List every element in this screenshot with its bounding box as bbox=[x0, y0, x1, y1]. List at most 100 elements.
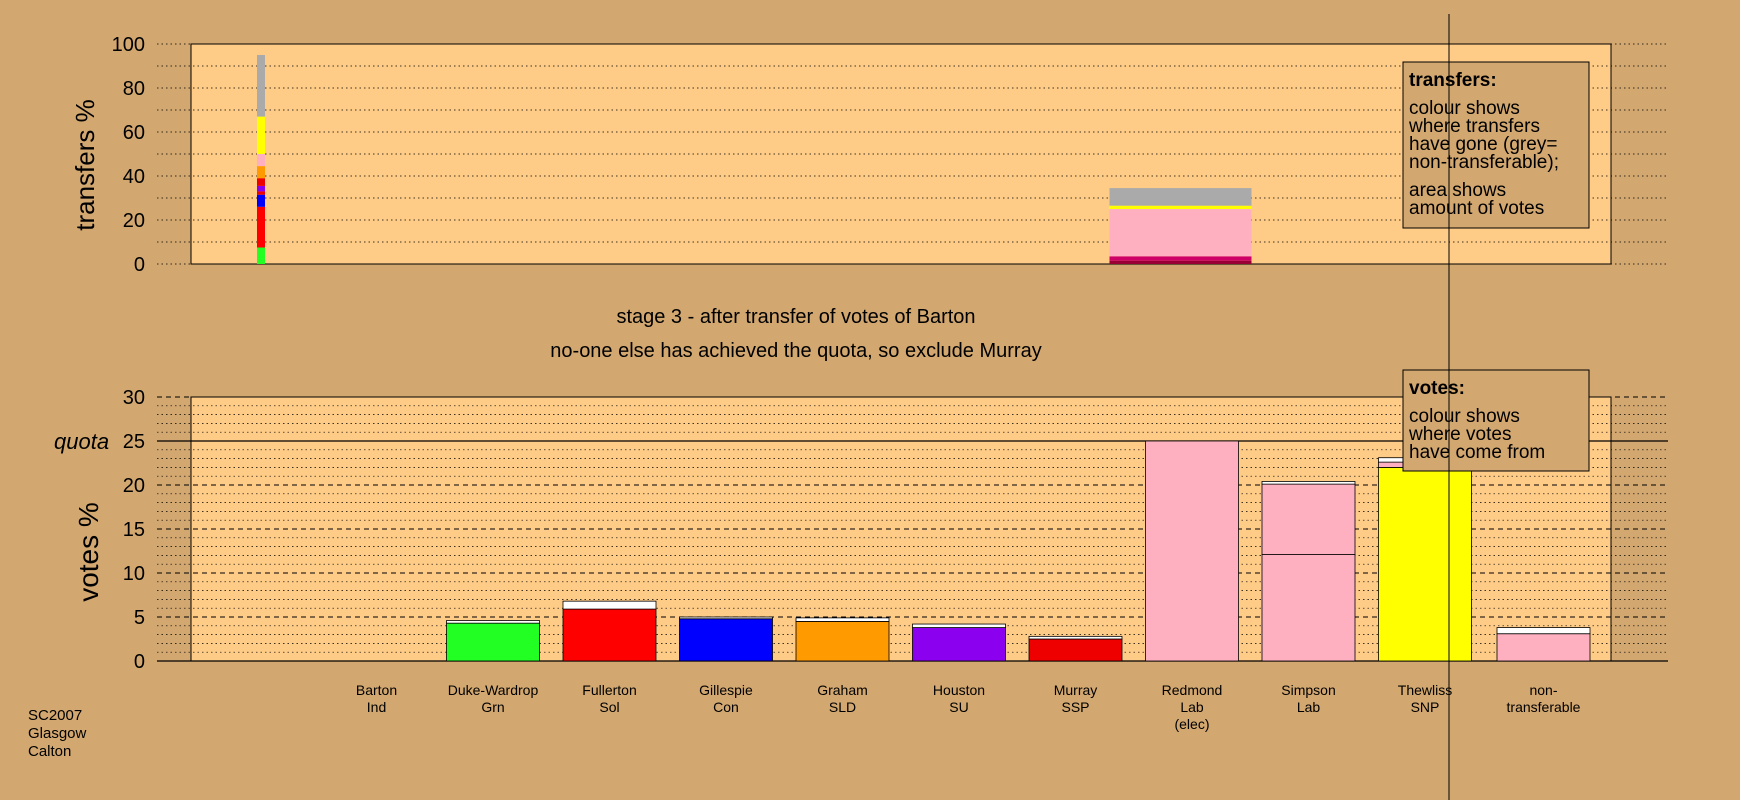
transfers-y-ticks: 0 20 40 60 80 100 bbox=[112, 34, 145, 276]
transfer-segment bbox=[1109, 188, 1252, 206]
candidate-party: Ind bbox=[367, 699, 386, 715]
candidate-name: Barton bbox=[356, 682, 397, 698]
votes-y-tick-label: 20 bbox=[123, 475, 145, 497]
stage-title: stage 3 - after transfer of votes of Bar… bbox=[616, 306, 975, 328]
candidate-name: Simpson bbox=[1281, 682, 1335, 698]
transfer-segment bbox=[257, 247, 265, 264]
candidate-party: Lab bbox=[1297, 699, 1321, 715]
transfer-segment bbox=[257, 166, 265, 179]
vote-segment bbox=[679, 618, 773, 662]
transfer-segment bbox=[257, 194, 265, 207]
transfers-y-tick-label: 0 bbox=[134, 254, 145, 276]
vote-segment bbox=[1378, 466, 1472, 662]
vote-segment bbox=[912, 623, 1006, 628]
transfer-segment bbox=[1109, 256, 1252, 261]
votes-legend: votes: colour shows where votes have com… bbox=[1402, 369, 1590, 472]
vote-segment bbox=[1145, 440, 1239, 662]
transfers-y-tick-label: 20 bbox=[123, 210, 145, 232]
transfers-legend-line: where transfers bbox=[1408, 116, 1540, 137]
vote-segment bbox=[1261, 483, 1356, 555]
quota-label: quota bbox=[54, 429, 109, 454]
transfer-segment bbox=[257, 116, 265, 154]
transfers-legend-line: have gone (grey= bbox=[1409, 134, 1557, 155]
transfer-segment bbox=[1109, 205, 1252, 209]
transfer-segment bbox=[257, 206, 265, 248]
transfer-segment bbox=[257, 154, 265, 167]
transfer-segment bbox=[1109, 260, 1252, 264]
candidate-party: SNP bbox=[1411, 699, 1440, 715]
vote-segment bbox=[912, 627, 1006, 662]
transfer-segment bbox=[257, 185, 265, 192]
votes-legend-line: where votes bbox=[1408, 424, 1511, 445]
transfers-legend-box bbox=[1402, 61, 1590, 229]
candidate-name: Duke-Wardrop bbox=[448, 682, 539, 698]
transfers-panel: 0 20 40 60 80 100 transfers % transfers: colo… bbox=[70, 34, 1668, 276]
candidate-name: Murray bbox=[1054, 682, 1098, 698]
votes-y-axis-label: votes % bbox=[73, 502, 104, 602]
votes-y-tick-label: 5 bbox=[134, 607, 145, 629]
transfer-segment bbox=[257, 178, 265, 186]
candidate-name: Thewliss bbox=[1398, 682, 1452, 698]
vote-segment bbox=[446, 620, 540, 624]
transfer-segment bbox=[257, 55, 265, 117]
votes-y-tick-label: 25 bbox=[123, 431, 145, 453]
vote-segment bbox=[795, 621, 890, 662]
votes-legend-box bbox=[1402, 369, 1590, 472]
transfers-legend-line: colour shows bbox=[1409, 98, 1520, 119]
candidate-party: Sol bbox=[599, 699, 619, 715]
vote-segment bbox=[1261, 481, 1356, 485]
candidate-party: SSP bbox=[1061, 699, 1089, 715]
vote-segment bbox=[1496, 633, 1591, 662]
vote-segment bbox=[679, 616, 773, 620]
votes-legend-line: colour shows bbox=[1409, 406, 1520, 427]
candidate-party: SLD bbox=[829, 699, 856, 715]
vote-segment bbox=[1261, 554, 1356, 662]
candidate-name: Graham bbox=[817, 682, 868, 698]
votes-y-tick-label: 10 bbox=[123, 563, 145, 585]
election-line: Glasgow bbox=[28, 725, 87, 742]
transfers-y-tick-label: 40 bbox=[123, 166, 145, 188]
candidate-party: Grn bbox=[481, 699, 504, 715]
candidate-party: Lab bbox=[1180, 699, 1204, 715]
votes-y-tick-label: 15 bbox=[123, 519, 145, 541]
transfers-bars bbox=[257, 55, 1252, 264]
vote-segment bbox=[562, 600, 657, 610]
election-line: Calton bbox=[28, 743, 71, 760]
candidate-party: SU bbox=[949, 699, 968, 715]
candidate-name: Fullerton bbox=[582, 682, 636, 698]
transfers-legend-line: amount of votes bbox=[1409, 198, 1544, 219]
vote-segment bbox=[1496, 627, 1591, 635]
candidate-name: non- bbox=[1529, 682, 1557, 698]
candidate-name: Houston bbox=[933, 682, 985, 698]
vote-segment bbox=[446, 622, 540, 662]
candidate-note: (elec) bbox=[1174, 716, 1209, 732]
votes-bars bbox=[446, 440, 1591, 662]
votes-y-tick-label: 30 bbox=[123, 387, 145, 409]
vote-segment bbox=[1028, 635, 1123, 640]
transfers-legend-line: area shows bbox=[1409, 180, 1506, 201]
votes-y-ticks: 0 5 10 15 20 25 30 bbox=[123, 387, 145, 673]
transfers-y-tick-label: 60 bbox=[123, 122, 145, 144]
candidate-name: Redmond bbox=[1162, 682, 1223, 698]
transfer-segment bbox=[1109, 209, 1252, 257]
transfers-y-axis-label: transfers % bbox=[70, 99, 100, 231]
transfers-y-tick-label: 100 bbox=[112, 34, 145, 56]
transfers-legend-title: transfers: bbox=[1409, 70, 1497, 91]
votes-legend-line: have come from bbox=[1409, 442, 1545, 463]
transfers-legend: transfers: colour shows where transfers … bbox=[1402, 61, 1590, 229]
transfers-legend-line: non-transferable); bbox=[1409, 152, 1559, 173]
vote-segment bbox=[795, 617, 890, 622]
candidate-party: Con bbox=[713, 699, 739, 715]
vote-segment bbox=[1028, 638, 1123, 662]
stage-subtitle: no-one else has achieved the quota, so e… bbox=[550, 340, 1041, 362]
transfers-y-tick-label: 80 bbox=[123, 78, 145, 100]
candidate-party: transferable bbox=[1507, 699, 1581, 715]
election-line: SC2007 bbox=[28, 707, 82, 724]
vote-segment bbox=[562, 608, 657, 662]
transfer-segment bbox=[257, 191, 265, 195]
votes-y-tick-label: 0 bbox=[134, 651, 145, 673]
candidate-name: Gillespie bbox=[699, 682, 753, 698]
